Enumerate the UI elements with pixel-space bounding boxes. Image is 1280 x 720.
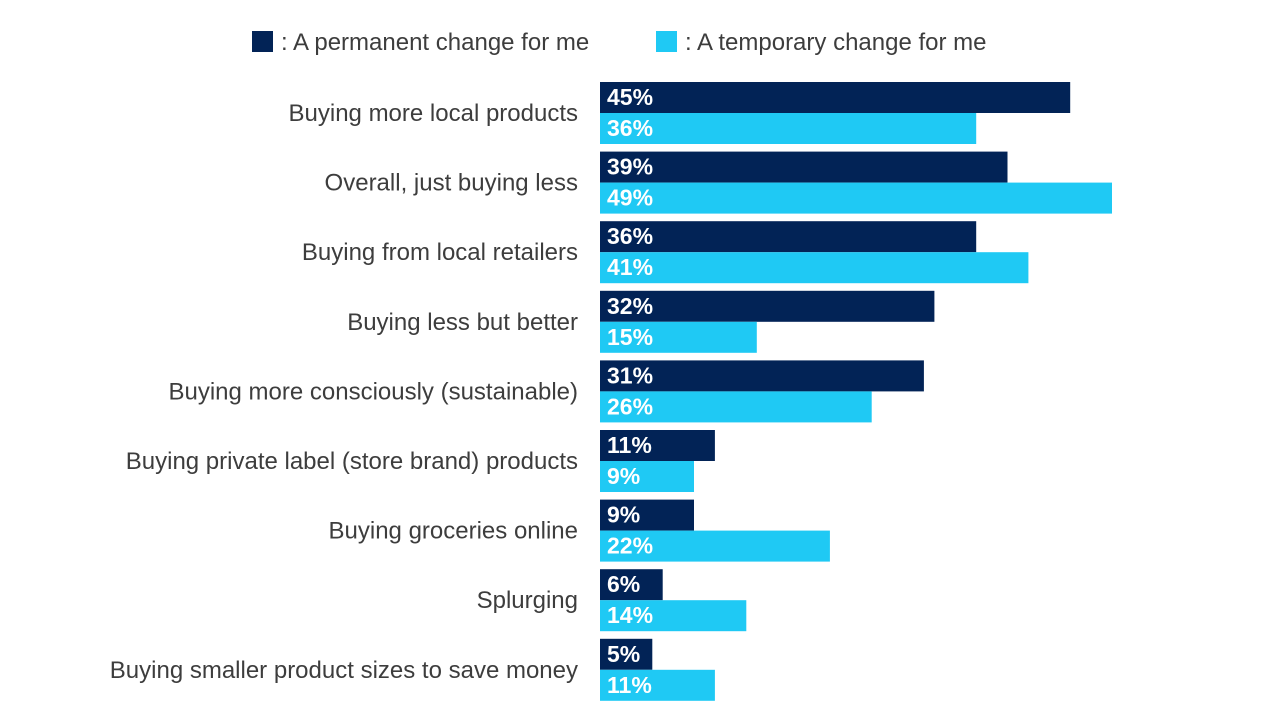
bar-temporary bbox=[600, 530, 830, 562]
bar-temporary bbox=[600, 321, 757, 353]
bar-temporary bbox=[600, 391, 872, 423]
bar-permanent bbox=[600, 221, 977, 253]
bar-permanent bbox=[600, 638, 653, 670]
bar-temporary bbox=[600, 669, 715, 701]
category-label: Buying private label (store brand) produ… bbox=[126, 448, 578, 475]
data-label-permanent: 32% bbox=[607, 293, 653, 319]
bar-permanent bbox=[600, 569, 663, 601]
data-label-temporary: 11% bbox=[607, 672, 652, 698]
legend-label-permanent: : A permanent change for me bbox=[281, 29, 589, 56]
category-label: Buying less but better bbox=[347, 309, 578, 336]
category-label: Overall, just buying less bbox=[325, 170, 578, 197]
data-label-temporary: 41% bbox=[607, 254, 653, 280]
bar-temporary bbox=[600, 461, 694, 492]
data-label-permanent: 5% bbox=[607, 641, 640, 667]
data-label-permanent: 45% bbox=[607, 84, 653, 110]
bar-permanent bbox=[600, 290, 935, 322]
plot-area: Buying more local products 45% 36% Overall,… bbox=[110, 82, 1112, 701]
data-label-temporary: 36% bbox=[607, 115, 653, 141]
bar-temporary bbox=[600, 113, 977, 144]
data-label-permanent: 11% bbox=[607, 432, 652, 458]
bar-permanent bbox=[600, 499, 694, 531]
data-label-temporary: 26% bbox=[607, 393, 653, 419]
data-label-permanent: 36% bbox=[607, 223, 653, 249]
data-label-permanent: 39% bbox=[607, 154, 653, 180]
bar-permanent bbox=[600, 360, 924, 392]
data-label-permanent: 6% bbox=[607, 571, 640, 597]
data-label-permanent: 9% bbox=[607, 502, 640, 528]
bar-temporary bbox=[600, 600, 747, 632]
data-label-temporary: 14% bbox=[607, 602, 653, 628]
category-label: Splurging bbox=[477, 587, 578, 614]
bar-temporary bbox=[600, 182, 1112, 214]
legend-label-temporary: : A temporary change for me bbox=[685, 29, 987, 56]
legend-swatch-temporary bbox=[656, 31, 677, 52]
category-label: Buying smaller product sizes to save mon… bbox=[110, 657, 578, 684]
bar-permanent bbox=[600, 82, 1071, 113]
legend-swatch-permanent bbox=[252, 31, 273, 52]
category-label: Buying more local products bbox=[289, 100, 578, 127]
bar-permanent bbox=[600, 151, 1008, 183]
category-label: Buying from local retailers bbox=[302, 239, 578, 266]
bar-permanent bbox=[600, 430, 715, 461]
data-label-permanent: 31% bbox=[607, 362, 653, 388]
data-label-temporary: 15% bbox=[607, 324, 653, 350]
category-label: Buying more consciously (sustainable) bbox=[168, 378, 578, 405]
data-label-temporary: 22% bbox=[607, 533, 653, 559]
bar-temporary bbox=[600, 252, 1029, 284]
legend: : A permanent change for me : A temporar… bbox=[252, 29, 987, 56]
data-label-temporary: 9% bbox=[607, 463, 640, 489]
category-label: Buying groceries online bbox=[329, 518, 578, 545]
data-label-temporary: 49% bbox=[607, 185, 653, 211]
